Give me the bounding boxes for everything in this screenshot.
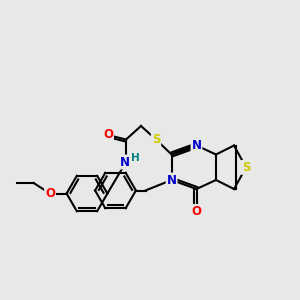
Text: O: O bbox=[45, 187, 55, 200]
Text: N: N bbox=[167, 173, 177, 187]
Text: O: O bbox=[191, 205, 202, 218]
Text: H: H bbox=[131, 153, 140, 164]
Text: S: S bbox=[152, 133, 160, 146]
Text: N: N bbox=[191, 139, 202, 152]
Text: O: O bbox=[103, 128, 113, 142]
Text: N: N bbox=[119, 155, 130, 169]
Text: S: S bbox=[242, 161, 250, 174]
